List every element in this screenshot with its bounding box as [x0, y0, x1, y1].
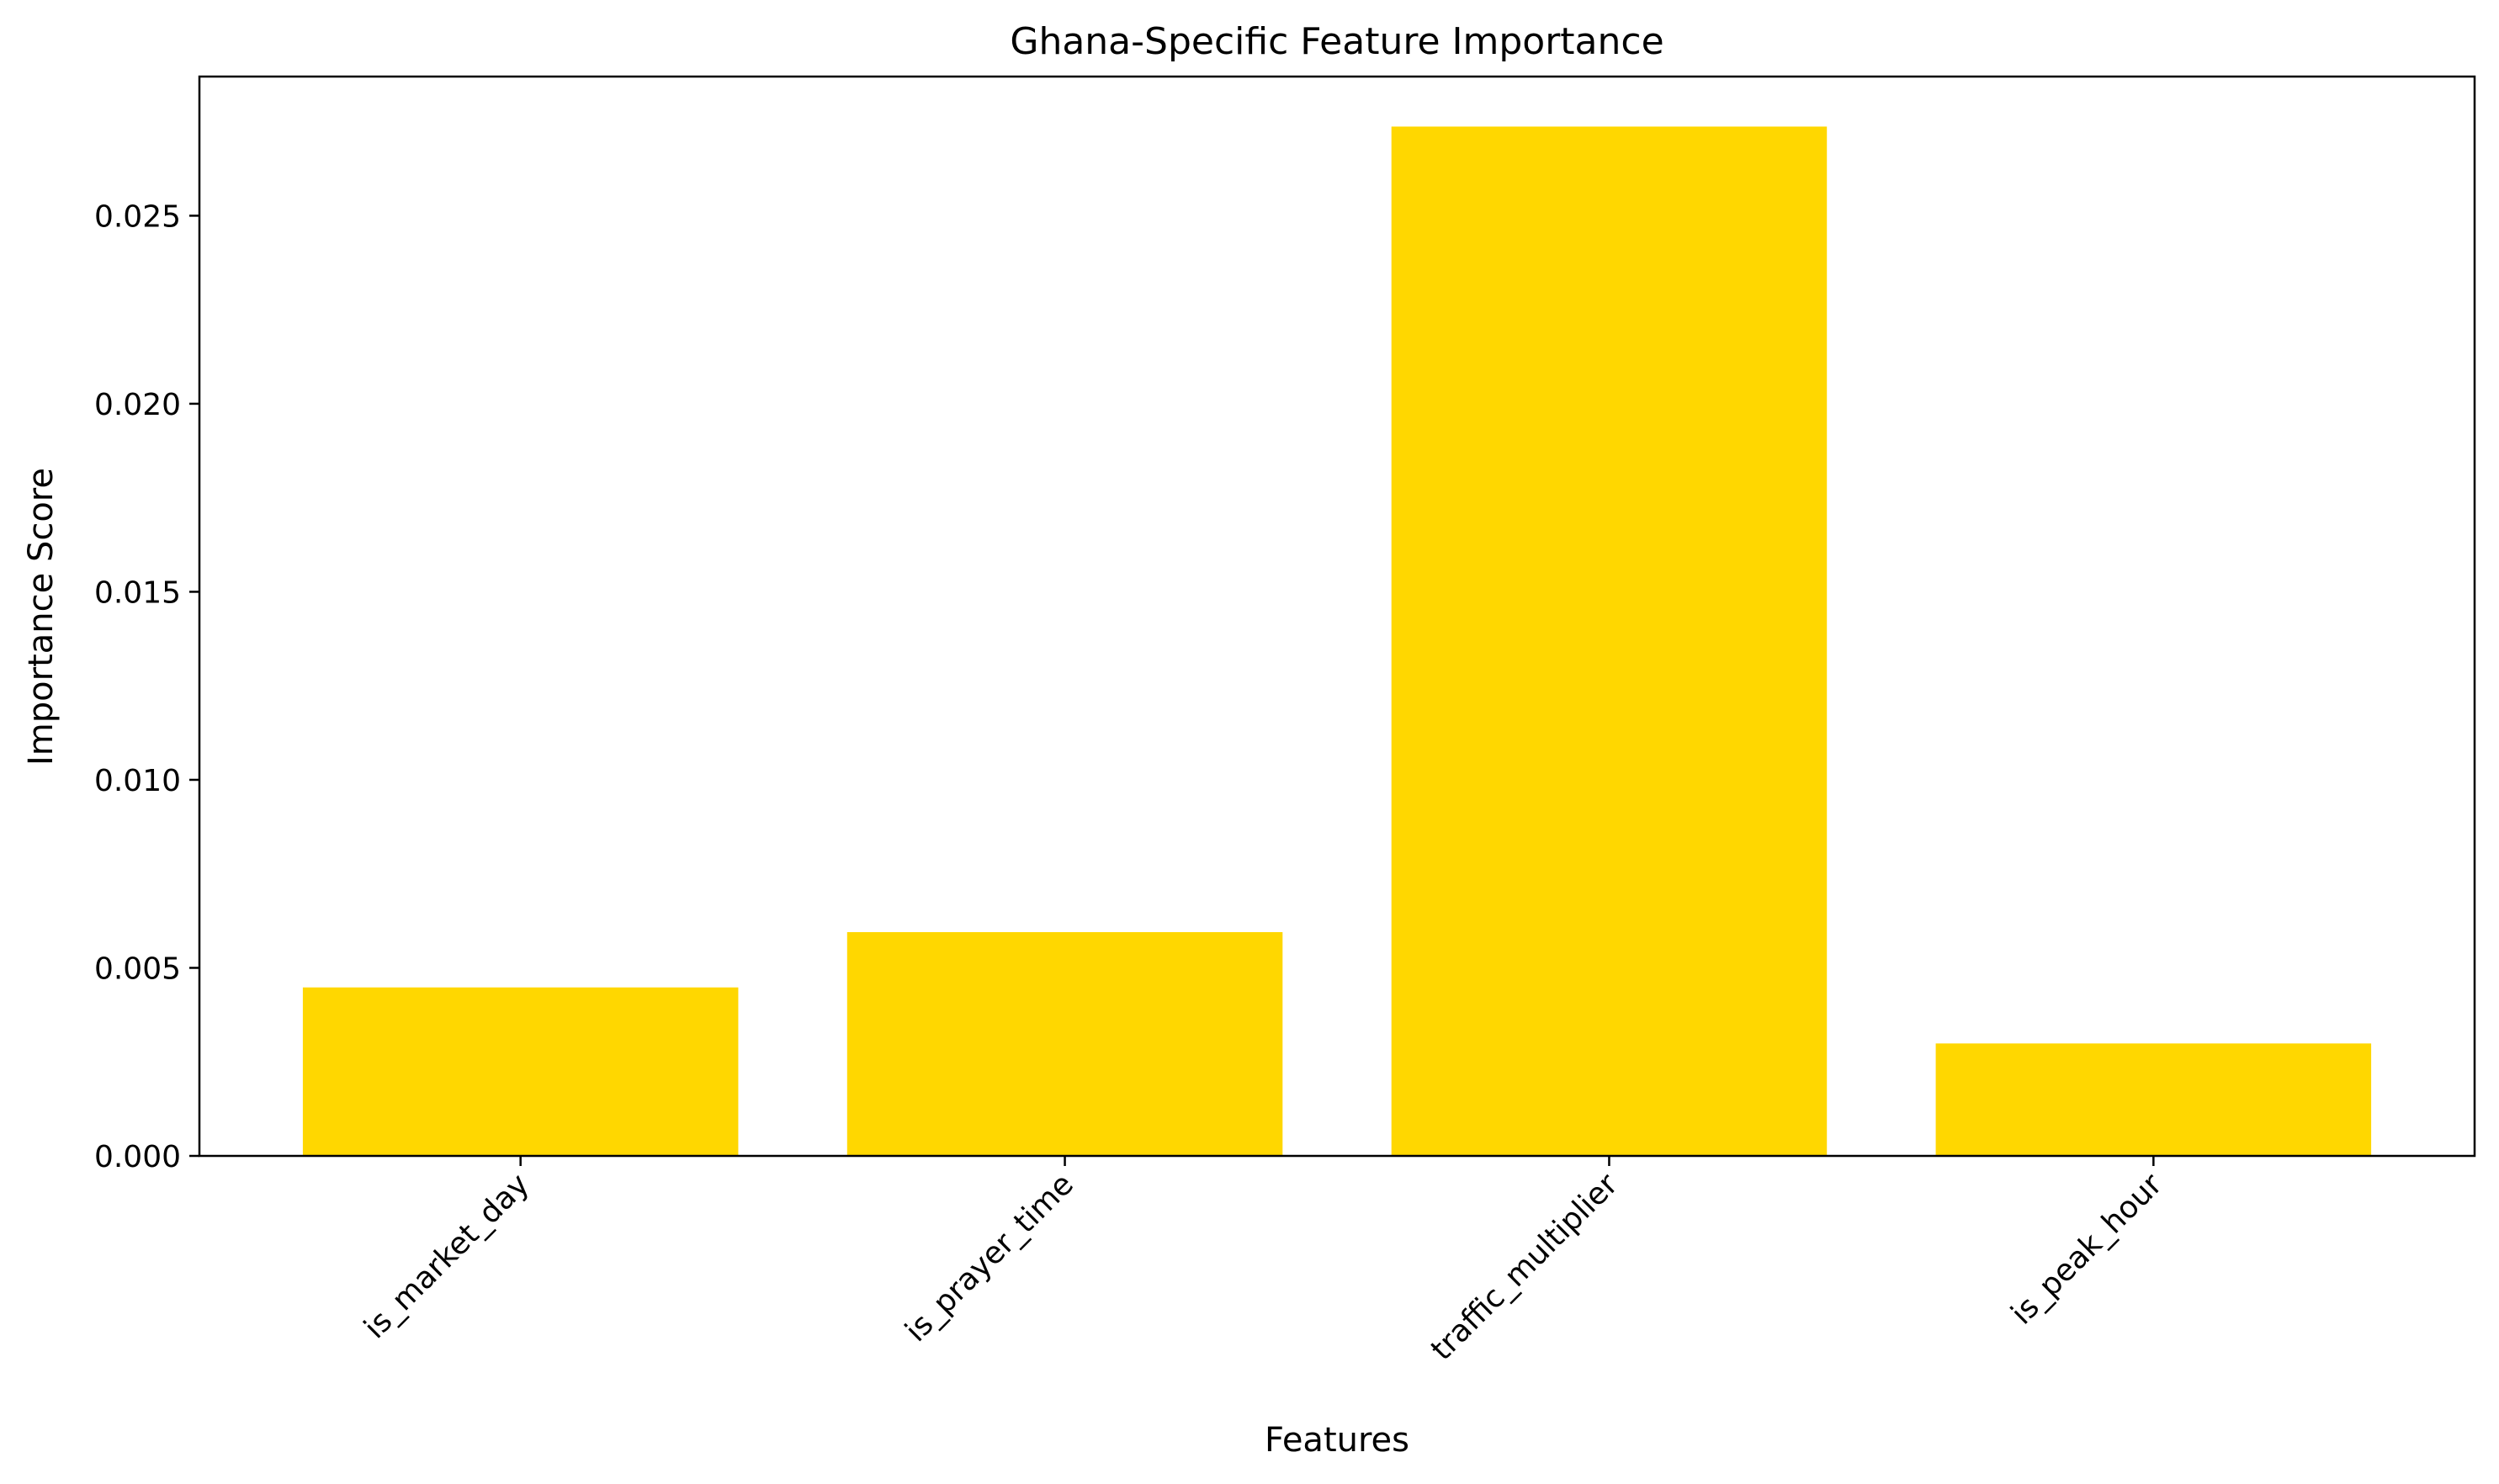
plot-frame: [198, 75, 2476, 1158]
x-axis-label: Features: [1265, 1421, 1409, 1460]
bar-is-peak-hour: [1935, 1043, 2372, 1156]
bar-traffic-multiplier: [1391, 126, 1828, 1157]
y-tick-label: 0.020: [94, 388, 181, 422]
bar-is-market-day: [302, 987, 739, 1156]
y-tick-label: 0.015: [94, 575, 181, 610]
y-axis-label: Importance Score: [22, 468, 61, 766]
y-axis-ticks: 0.000 0.005 0.010 0.015 0.020 0.025: [94, 199, 199, 1174]
y-tick-label: 0.005: [94, 951, 181, 986]
y-tick-label: 0.010: [94, 764, 181, 798]
bar-is-prayer-time: [846, 932, 1283, 1156]
bars-group: [302, 126, 2372, 1157]
y-tick-label: 0.025: [94, 199, 181, 234]
y-tick-label: 0.000: [94, 1140, 181, 1174]
chart-title: Ghana-Specific Feature Importance: [1010, 20, 1663, 63]
